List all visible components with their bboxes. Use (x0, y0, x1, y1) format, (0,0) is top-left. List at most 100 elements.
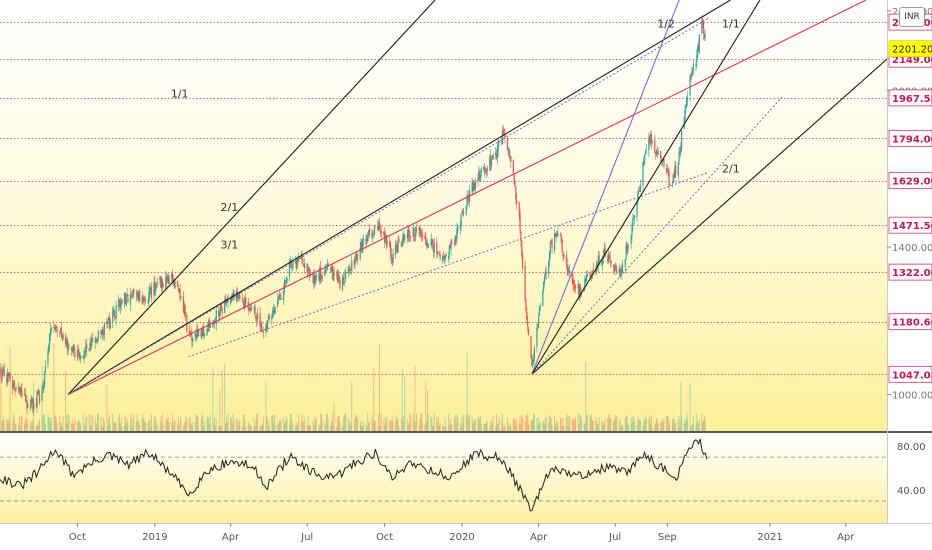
volume-bar (495, 426, 497, 431)
volume-bar (9, 346, 11, 431)
candle-body (325, 269, 327, 270)
candle-body (209, 325, 211, 328)
candle-body (390, 253, 392, 260)
volume-bar (207, 415, 209, 431)
volume-bar (13, 416, 15, 431)
candle-body (633, 218, 635, 220)
volume-bar (332, 423, 334, 431)
volume-bar (480, 423, 482, 431)
volume-bar (156, 426, 158, 431)
volume-bar (253, 417, 255, 431)
volume-bar (48, 416, 50, 431)
volume-bar (421, 414, 423, 431)
candle-body (385, 235, 387, 245)
candle-body (331, 266, 334, 279)
volume-bar (496, 413, 498, 431)
volume-bar (200, 419, 202, 431)
currency-badge[interactable]: INR (899, 7, 925, 27)
volume-bar (354, 415, 356, 431)
candle-body (638, 189, 641, 191)
volume-bar (527, 413, 529, 431)
volume-bar (687, 418, 689, 431)
candle-body (279, 294, 281, 297)
volume-bar (203, 426, 205, 431)
volume-bar (631, 421, 633, 431)
price-axis[interactable]: 1000.001400.002000.002400.002339.002149.… (887, 7, 932, 402)
candle-body (378, 222, 380, 231)
volume-bar (406, 419, 408, 431)
candle-body (221, 308, 223, 313)
candle-body (697, 45, 700, 51)
candle-body (409, 235, 411, 237)
candle-body (396, 248, 398, 251)
candle-body (485, 170, 488, 173)
volume-bar (432, 425, 434, 431)
volume-bar (261, 424, 263, 431)
volume-bar (185, 415, 187, 431)
volume-bar (438, 425, 440, 431)
candle-body (180, 296, 182, 298)
volume-bar (620, 426, 622, 431)
candle-body (665, 167, 668, 173)
level-badge-label: 1322.00 (892, 268, 932, 279)
candle-body (65, 338, 68, 346)
volume-bar (107, 425, 109, 431)
candle-body (598, 255, 600, 264)
candle-body (127, 294, 129, 303)
volume-bar (395, 420, 397, 431)
time-tick-label: Apr (837, 532, 855, 543)
volume-bar (504, 425, 506, 431)
volume-bar (150, 414, 152, 431)
volume-bar (21, 415, 23, 431)
volume-bar (155, 415, 157, 431)
candle-body (85, 345, 87, 352)
time-axis[interactable]: Oct 2019 Apr Jul Oct 2020 Apr Jul Sep 2021 Apr (69, 523, 856, 543)
candle-body (391, 258, 393, 263)
candle-body (501, 131, 504, 144)
trendline (531, 0, 761, 375)
volume-bar (591, 419, 593, 431)
candle-body (38, 394, 41, 404)
candle-body (273, 309, 275, 313)
last-price-label: 2201.20 (892, 45, 932, 56)
volume-bar (7, 419, 9, 431)
candle-body (484, 166, 486, 174)
volume-bar (297, 423, 299, 431)
volume-bar (578, 424, 580, 431)
volume-bar (168, 422, 170, 431)
candle-body (32, 400, 34, 410)
volume-bar (579, 414, 581, 431)
candle-body (491, 157, 493, 159)
candle-body (139, 290, 141, 302)
candle-body (280, 298, 282, 300)
volume-bar (524, 421, 526, 431)
candle-body (489, 157, 491, 171)
candle-body (689, 76, 691, 96)
candle-body (519, 213, 521, 231)
volume-bar (273, 414, 275, 431)
volume-bar (533, 414, 535, 431)
volume-bar (95, 422, 97, 431)
candle-body (609, 256, 611, 263)
candle-body (374, 225, 376, 227)
volume-bar (642, 425, 644, 431)
volume-bar (43, 414, 45, 431)
volume-bar (167, 417, 169, 431)
candle-body (70, 347, 73, 350)
volume-bar (485, 423, 487, 431)
volume-bar (490, 419, 492, 431)
volume-bar (286, 418, 288, 431)
volume-bar (27, 423, 29, 431)
candle-body (672, 174, 674, 183)
candle-body (118, 299, 120, 308)
candle-body (17, 386, 20, 390)
candle-body (591, 271, 594, 274)
volume-bar (483, 423, 485, 431)
volume-bar (567, 425, 569, 431)
candle-body (149, 288, 151, 295)
volume-bar (418, 426, 420, 431)
volume-bar (113, 422, 115, 431)
volume-bar (416, 413, 418, 431)
candle-body (401, 242, 403, 245)
